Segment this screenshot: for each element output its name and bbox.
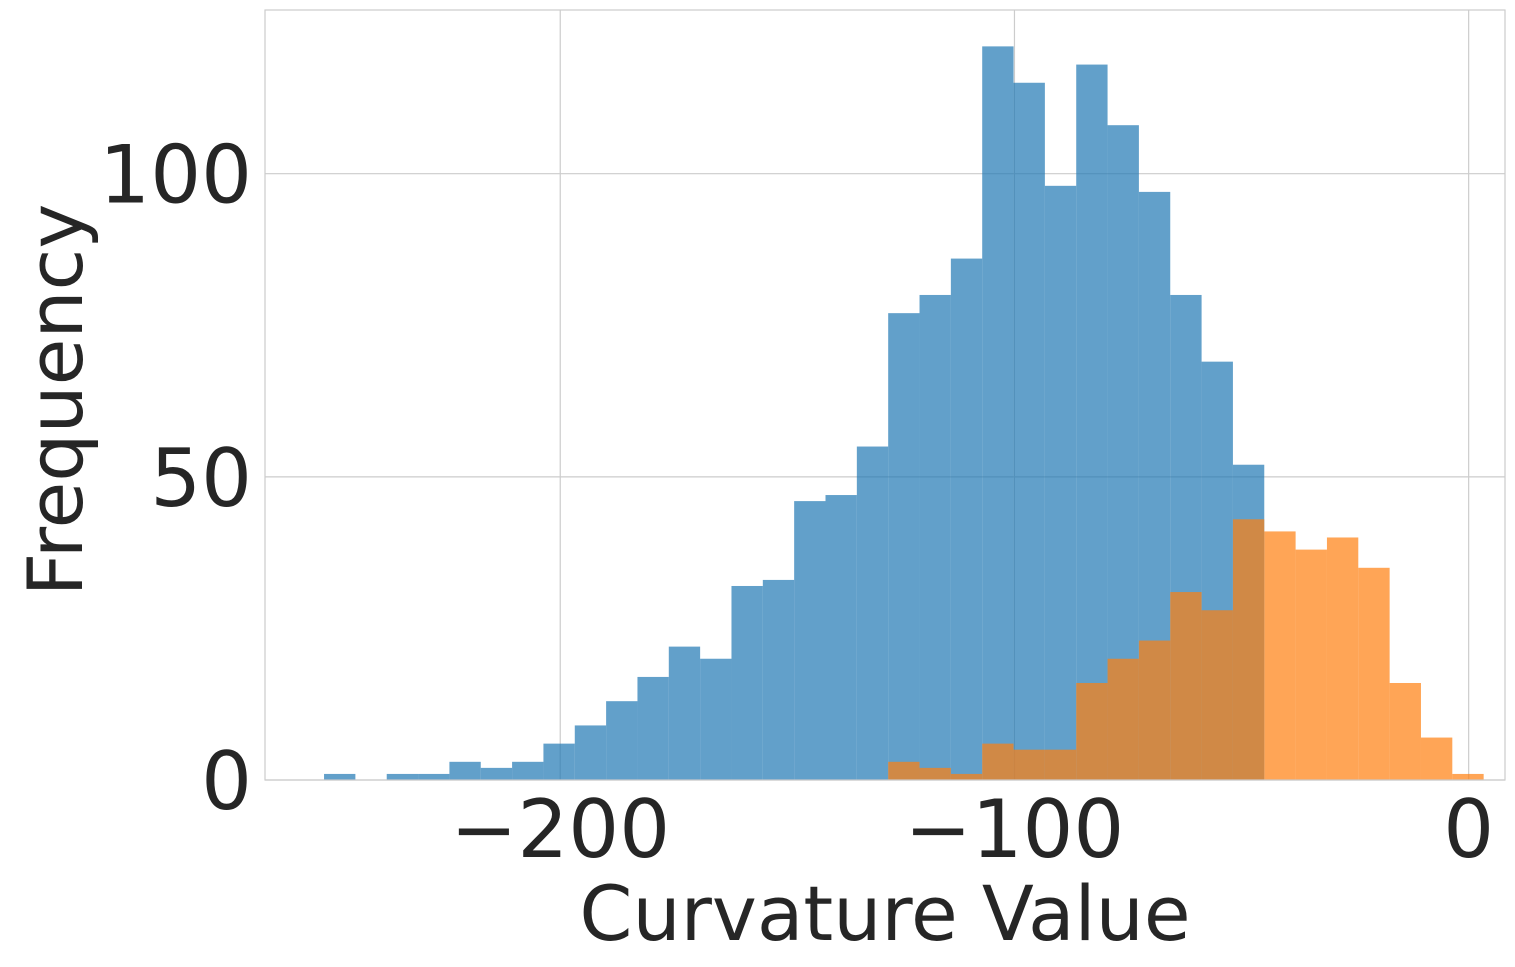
histogram-bar (825, 495, 857, 780)
x-tick-label: 0 (1443, 783, 1494, 876)
histogram-bar (543, 743, 575, 780)
histogram-bar (950, 258, 983, 781)
histogram-bar (888, 313, 920, 780)
histogram-bar (982, 46, 1014, 781)
histogram-bar (1138, 640, 1171, 780)
histogram-bar (480, 767, 513, 780)
histogram-bar (386, 773, 419, 780)
histogram-bars (324, 46, 1484, 781)
x-tick-label: −100 (905, 783, 1125, 876)
y-tick-label: 0 (201, 735, 252, 828)
histogram-bar (418, 773, 450, 780)
histogram-bar (919, 294, 951, 780)
x-tick-label: −200 (450, 783, 670, 876)
histogram-bar (982, 743, 1014, 780)
histogram-bar (574, 725, 607, 780)
histogram-bar (324, 773, 356, 780)
histogram-bar (762, 579, 795, 780)
histogram-bar (637, 676, 669, 780)
histogram-bar (1232, 519, 1265, 780)
tick-labels: −200 −100 0 0 50 100 (99, 129, 1494, 876)
y-tick-label: 100 (99, 129, 252, 222)
histogram-bar (1358, 567, 1390, 780)
histogram-bar (512, 761, 544, 780)
histogram-bar (1264, 531, 1296, 780)
x-axis-label: Curvature Value (579, 869, 1190, 958)
histogram-bar (449, 761, 481, 780)
histogram-bar (1076, 682, 1108, 780)
histogram-bar (1389, 682, 1421, 780)
histogram-bar (888, 761, 920, 780)
y-axis-label: Frequency (11, 204, 100, 597)
histogram-bar (1326, 537, 1359, 780)
y-tick-label: 50 (150, 432, 252, 525)
histogram-bar (919, 767, 951, 780)
histogram-bar (794, 501, 826, 780)
histogram-bar (1044, 749, 1077, 780)
histogram-bar (1201, 610, 1233, 780)
histogram-bar (1013, 82, 1045, 780)
histogram-bar (1013, 749, 1045, 780)
histogram-bar (1295, 549, 1327, 780)
histogram-bar (856, 446, 889, 780)
histogram-bar (950, 773, 983, 780)
histogram-bar (668, 646, 701, 780)
histogram-bar (1076, 64, 1108, 780)
histogram-bar (1420, 737, 1453, 780)
histogram-bar (700, 658, 732, 780)
histogram-bar (1107, 658, 1139, 780)
plot-frame (264, 9, 1506, 781)
histogram-bar (606, 701, 638, 780)
histogram-bar (731, 585, 763, 780)
histogram-bar (1170, 592, 1202, 780)
histogram-bar (1452, 773, 1484, 780)
histogram-bar (1044, 185, 1077, 780)
